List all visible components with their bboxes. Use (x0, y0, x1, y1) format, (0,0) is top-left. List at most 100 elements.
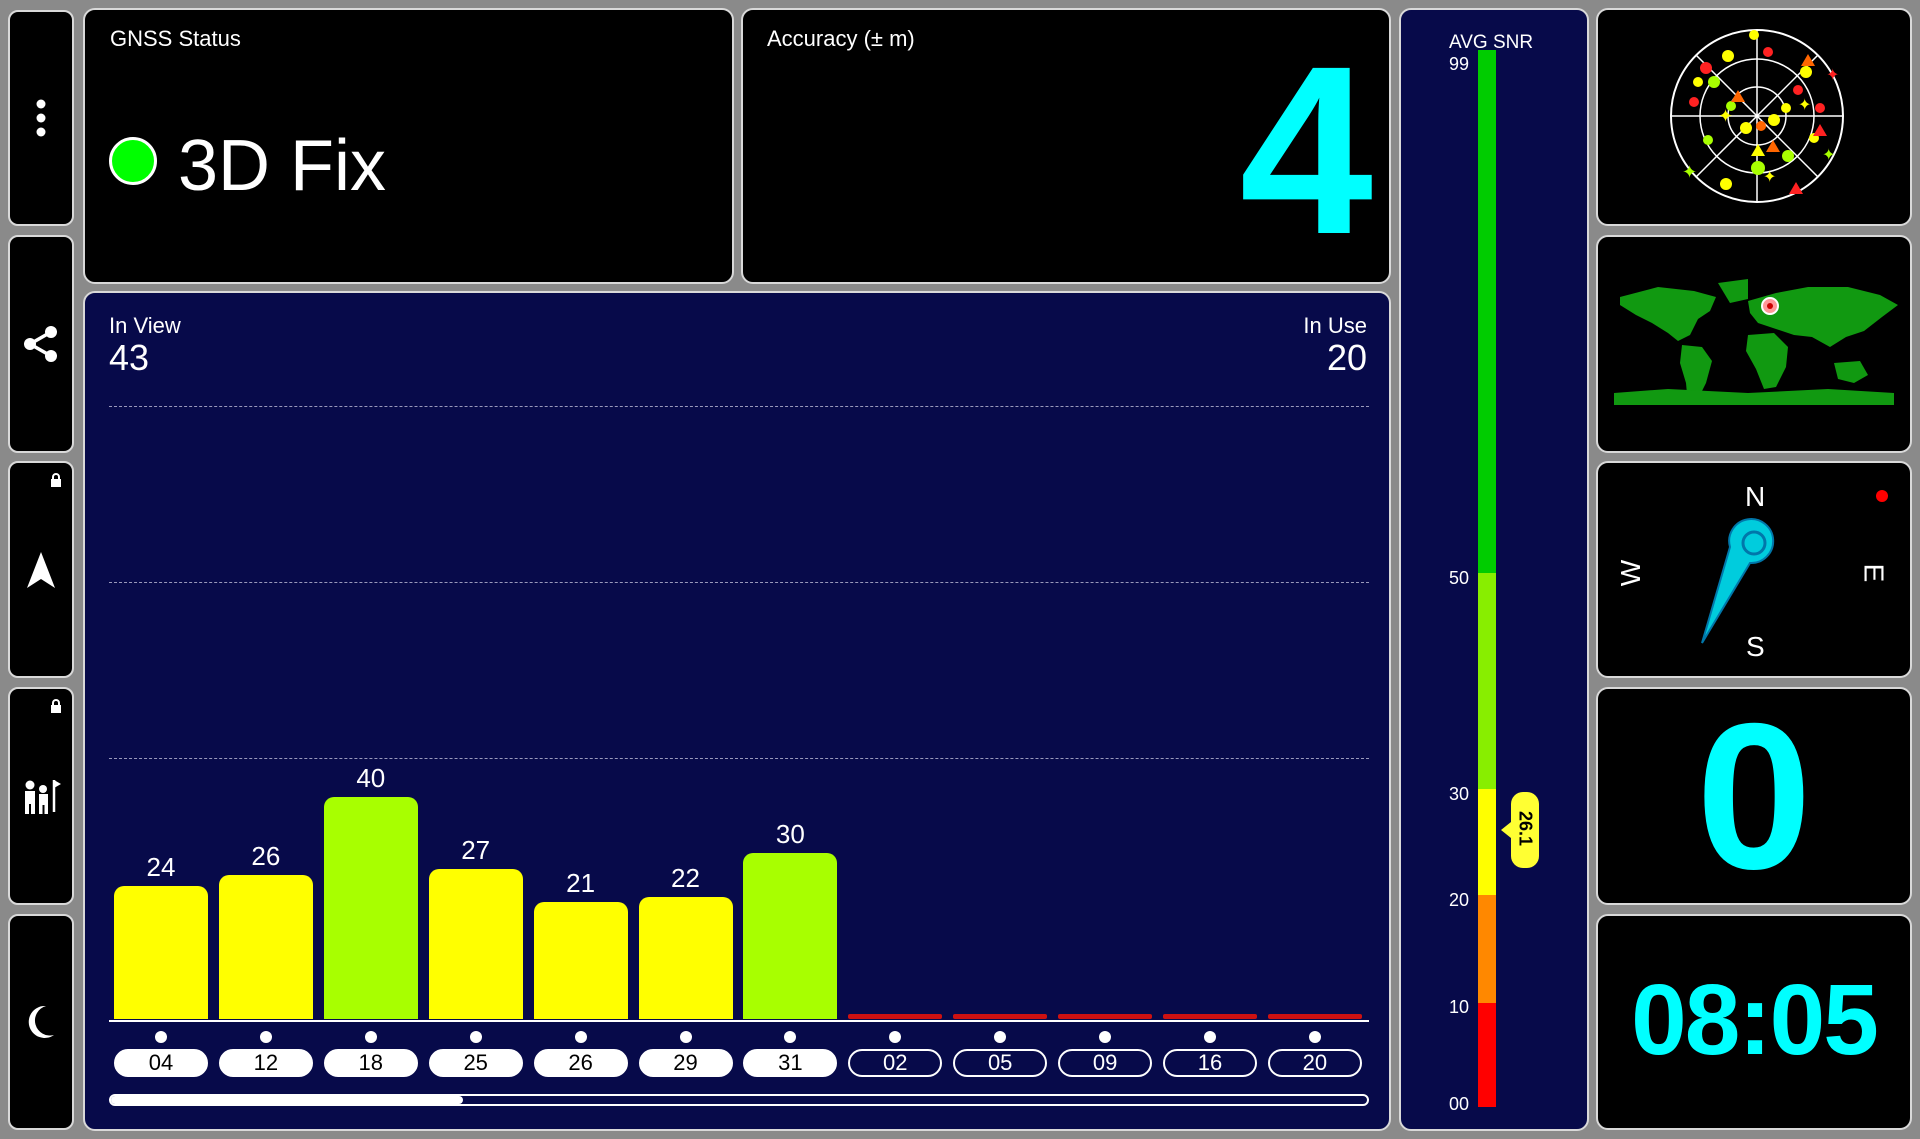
satellite-id-label[interactable]: 09 (1058, 1049, 1153, 1077)
speed-value: 0 (1696, 687, 1812, 905)
in-view-count: 43 (109, 337, 150, 378)
satellite-id-label[interactable]: 29 (638, 1049, 733, 1077)
snr-tick-label: 00 (1449, 1094, 1470, 1114)
in-use-label: In Use (1303, 313, 1367, 338)
navigation-arrow-icon (27, 551, 55, 588)
fix-status: 3D Fix (178, 126, 387, 206)
gnss-status-title: GNSS Status (110, 26, 241, 51)
satellite-dot (1099, 1031, 1112, 1043)
avg-snr-title: AVG SNR (1449, 32, 1534, 53)
navigation-button[interactable] (8, 461, 74, 678)
satellite-id-label[interactable]: 04 (114, 1049, 208, 1077)
chart-scrollbar-thumb[interactable] (111, 1096, 463, 1104)
bar-value-label: 24 (146, 851, 176, 882)
avg-snr-marker-arrow (1501, 822, 1511, 839)
satellite-id-label[interactable]: 18 (323, 1049, 418, 1077)
bar-value-label: 27 (461, 835, 491, 866)
satellite-bar (953, 1014, 1048, 1019)
snr-tick-label: 10 (1449, 997, 1470, 1017)
x-axis-line (109, 1020, 1369, 1022)
svg-text:✦: ✦ (1826, 65, 1839, 84)
svg-text:✦: ✦ (1798, 95, 1811, 114)
svg-text:✦: ✦ (1822, 145, 1835, 164)
satellite-dot (994, 1031, 1007, 1043)
world-map-panel[interactable] (1596, 235, 1912, 453)
tour-guide-button[interactable] (8, 687, 74, 905)
snr-scale-segment (1478, 1003, 1496, 1107)
satellite-dot (469, 1031, 482, 1043)
satellite-id-label[interactable]: 16 (1163, 1049, 1257, 1077)
clock-time: 08:05 (1631, 964, 1879, 1076)
satellite-bar (323, 797, 418, 1019)
grid-line (109, 406, 1369, 407)
satellite-bar (743, 852, 838, 1019)
more-menu-button[interactable] (8, 10, 74, 226)
satellite-bar (1163, 1014, 1257, 1019)
world-map (1614, 279, 1898, 405)
status-dot (1876, 490, 1888, 502)
satellite-id-label[interactable]: 12 (218, 1049, 313, 1077)
accuracy-panel: Accuracy (± m) 4 (741, 8, 1391, 284)
satellite-snr-chart-panel[interactable]: In View 43 In Use 20 24 04 26 12 40 18 27 25 21 2… (83, 291, 1391, 1131)
bar-chart: 24 04 26 12 40 18 27 25 21 26 22 29 30 31 02 05 09 16 20 (85, 293, 1389, 1129)
snr-tick-label: 30 (1449, 784, 1470, 804)
night-mode-button[interactable] (8, 914, 74, 1130)
satellite-id-label[interactable]: 25 (428, 1049, 523, 1077)
lock-icon (51, 473, 61, 487)
satellite-id-label[interactable]: 31 (743, 1049, 838, 1077)
satellite-id-label[interactable]: 02 (848, 1049, 943, 1077)
bar-value-label: 21 (566, 868, 596, 899)
satellite-id-label[interactable]: 05 (953, 1049, 1048, 1077)
sky-plot: ✦ ✦ ✦ ✦ ✦ ✦ (1670, 29, 1844, 203)
more-vert-icon (36, 99, 46, 137)
gnss-status-panel: GNSS Status 3D Fix (83, 8, 734, 284)
svg-text:✦: ✦ (1682, 162, 1697, 183)
satellite-dot (574, 1031, 587, 1043)
compass-panel[interactable]: N S E W (1596, 461, 1912, 678)
avg-snr-value: 26.1 (1515, 811, 1536, 847)
avg-snr-marker: 26.1 (1501, 792, 1539, 869)
chart-scrollbar-track[interactable] (109, 1094, 1369, 1106)
satellite-dot (784, 1031, 797, 1043)
satellite-bar (114, 885, 208, 1019)
satellite-id-label[interactable]: 26 (533, 1049, 628, 1077)
satellite-bar (1058, 1014, 1153, 1019)
lock-icon (51, 699, 61, 713)
snr-gauge: 99 50 30 20 10 00 26.1 (1401, 10, 1587, 1129)
snr-tick-label: 20 (1449, 890, 1470, 910)
satellite-markers: ✦ ✦ ✦ ✦ ✦ ✦ (1682, 30, 1839, 194)
satellite-dot (364, 1031, 377, 1043)
in-use-count: 20 (1326, 337, 1367, 378)
bar-value-label: 22 (671, 862, 700, 893)
satellite-bar (638, 896, 733, 1019)
compass-needle-icon (1701, 518, 1775, 644)
satellite-dot (1308, 1031, 1321, 1043)
satellite-dot (259, 1031, 272, 1043)
in-view-label: In View (109, 313, 181, 338)
share-button[interactable] (8, 235, 74, 453)
bar-value-label: 30 (775, 818, 805, 849)
satellite-dot (679, 1031, 692, 1043)
snr-scale-segment (1478, 573, 1496, 789)
grid-line (109, 758, 1369, 759)
satellite-id-label[interactable]: 20 (1267, 1049, 1362, 1077)
satellite-dot (1204, 1031, 1216, 1043)
satellite-dot (155, 1031, 167, 1043)
share-icon (24, 326, 57, 362)
speed-panel: 0 (1596, 687, 1912, 905)
snr-scale-segment (1478, 895, 1496, 1003)
compass-north: N (1745, 481, 1766, 512)
svg-text:✦: ✦ (1718, 106, 1733, 127)
snr-scale-segment (1478, 789, 1496, 895)
accuracy-title: Accuracy (± m) (767, 26, 915, 51)
satellite-bar (848, 1014, 943, 1019)
satellite-bar (218, 874, 313, 1019)
svg-text:✦: ✦ (1763, 167, 1776, 186)
clock-panel: 08:05 (1596, 914, 1912, 1130)
satellite-bar (1267, 1014, 1362, 1019)
satellite-bar (428, 869, 523, 1019)
satellite-bar (533, 902, 628, 1019)
avg-snr-panel: AVG SNR 99 50 30 20 10 00 26.1 (1399, 8, 1589, 1131)
fix-indicator-dot (109, 137, 157, 185)
sky-plot-panel[interactable]: ✦ ✦ ✦ ✦ ✦ ✦ (1596, 8, 1912, 226)
